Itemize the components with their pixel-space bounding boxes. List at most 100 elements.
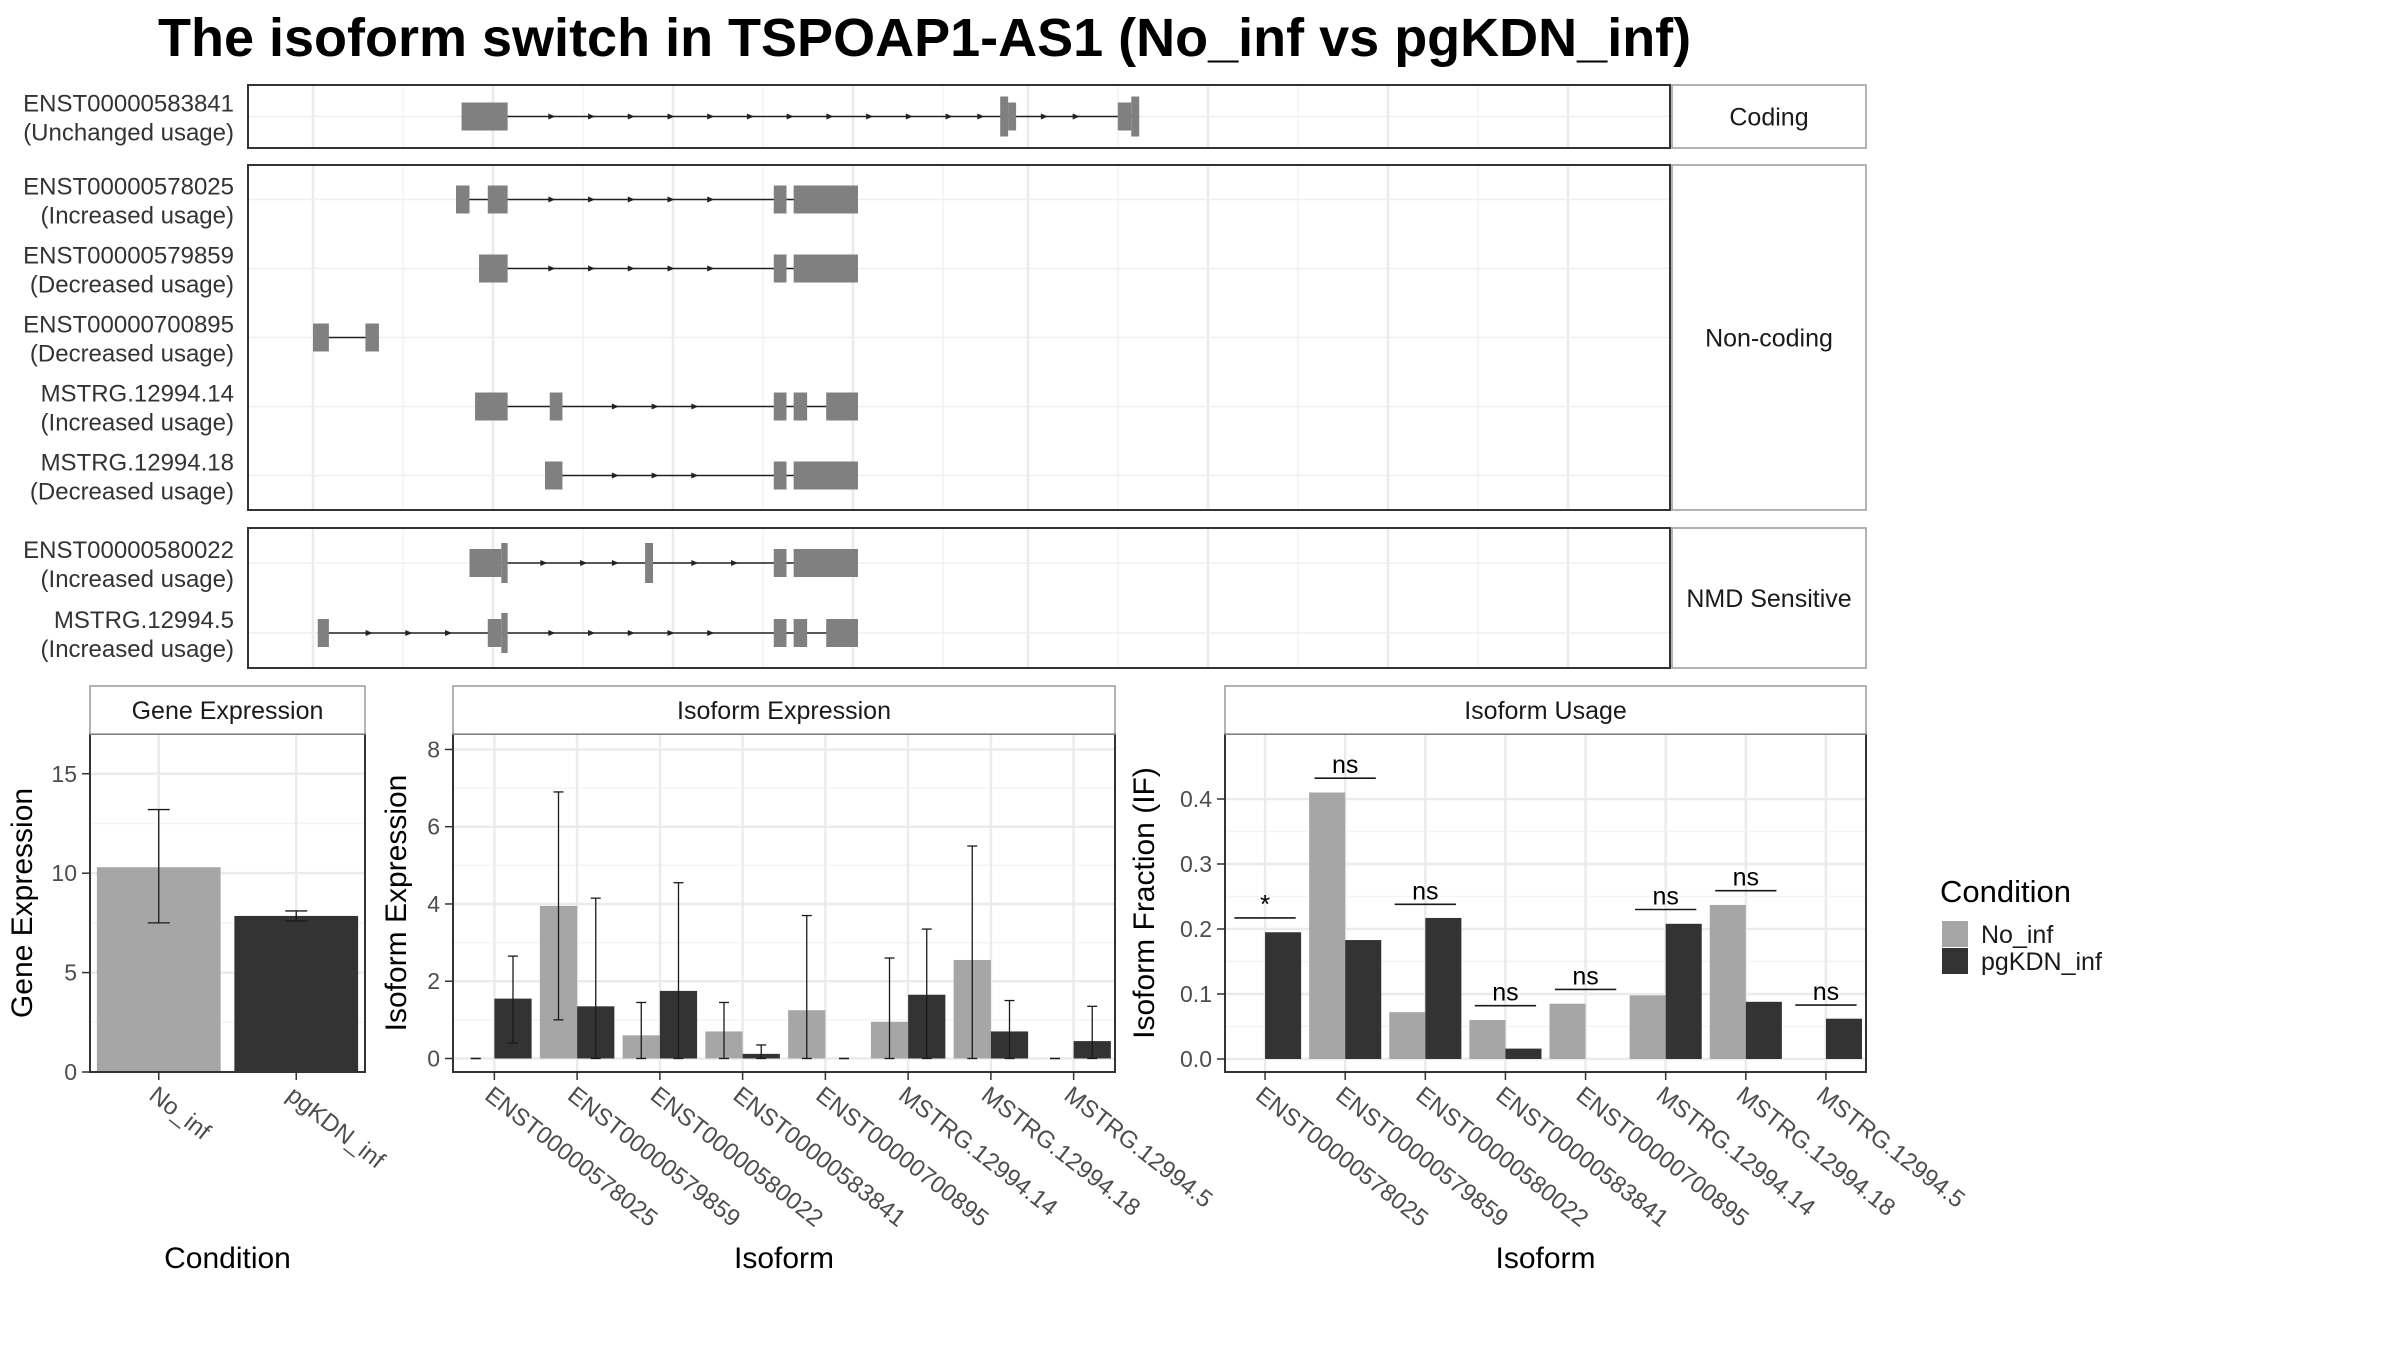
isoform-usage-label: (Increased usage) [41,203,234,230]
bar [1345,940,1382,1059]
isoform-usage-label: (Decreased usage) [30,341,234,368]
facet-strip-label: Non-coding [1705,325,1833,353]
strand-arrow [667,265,675,272]
structure-panel-bg [248,528,1670,668]
y-axis-title: Isoform Expression [380,775,413,1032]
exon-block [773,254,787,283]
strand-arrow [731,560,739,566]
exon-block [793,254,858,283]
strand-arrow [667,196,675,203]
exon-block [313,323,329,352]
y-tick-label: 2 [427,968,440,994]
legend-label: No_inf [1981,921,2053,949]
isoform-usage-label: (Increased usage) [41,566,234,593]
strand-arrow [691,403,699,410]
bar [1425,917,1462,1059]
exon-block [793,619,808,647]
y-axis-title: Gene Expression [6,788,39,1018]
strand-arrow [365,630,373,636]
x-axis-title: Isoform [1495,1242,1595,1275]
exon-block [487,185,508,214]
strand-arrow [651,472,659,479]
strand-arrow [707,265,715,272]
y-tick-label: 4 [427,891,440,917]
bar [234,915,359,1072]
exon-block [501,613,508,653]
legend-label: pgKDN_inf [1981,948,2102,976]
exon-block [773,549,787,577]
isoform-structure-panel: ENST00000583841(Unchanged usage) Coding EN… [23,84,1867,669]
exon-block [456,185,470,214]
isoform-id-label: MSTRG.12994.14 [41,381,234,408]
facet-strip [89,685,366,735]
structure-panel-border [247,527,1671,669]
facet-strip [1224,685,1867,735]
isoform-usage-label: (Increased usage) [41,636,234,663]
exon-block [365,323,379,352]
exon-block [773,392,787,421]
exon-block [793,392,808,421]
x-axis-title: Condition [164,1242,291,1275]
isoform-id-label: ENST00000580022 [23,537,234,564]
exon-block [793,461,858,490]
y-tick-label: 0.3 [1180,851,1212,877]
strand-arrow [977,113,985,120]
isoform-id-label: ENST00000700895 [23,312,234,339]
exon-block [826,619,858,647]
exon-block [317,619,329,647]
strand-arrow [1040,113,1048,120]
y-tick-label: 8 [427,736,440,762]
isoform-id-label: ENST00000578025 [23,174,234,201]
y-tick-label: 0.0 [1180,1046,1212,1072]
exon-block [1117,102,1132,131]
strand-arrow [667,630,675,636]
facet-strip-label: NMD Sensitive [1686,585,1851,613]
y-tick-label: 0.4 [1180,786,1212,812]
strand-arrow [588,196,596,203]
strand-arrow [786,113,794,120]
facet-strip [1671,84,1867,149]
exon-block [793,185,858,214]
significance-label: ns [1733,864,1759,892]
y-tick-label: 0 [427,1045,440,1071]
significance-label: * [1260,889,1270,919]
exon-block [461,102,508,131]
strand-arrow [445,630,453,636]
facet-strip [1671,164,1867,511]
exon-block [549,392,563,421]
facet-strip-label: Coding [1729,104,1808,132]
strand-arrow [611,403,619,410]
exon-block [501,543,508,583]
x-axis-title: Isoform [734,1242,834,1275]
significance-label: ns [1412,877,1438,905]
structure-panel-border [247,164,1671,511]
exon-block [793,549,858,577]
bar [1389,1012,1426,1059]
panel-title: Isoform Expression [677,697,891,725]
bar [1549,1003,1586,1059]
strand-arrow [588,113,596,120]
legend-swatch [1942,921,1968,947]
strand-arrow [627,265,635,272]
exon-block [1131,96,1140,137]
significance-label: ns [1492,979,1518,1007]
y-axis-title: Isoform Fraction (IF) [1128,767,1161,1039]
isoform-id-label: MSTRG.12994.5 [54,607,234,634]
strand-arrow [707,630,715,636]
strand-arrow [691,560,699,566]
strand-arrow [826,113,834,120]
y-tick-label: 0.1 [1180,981,1212,1007]
legend-title: Condition [1940,874,2071,909]
figure-title: The isoform switch in TSPOAP1-AS1 (No_in… [158,8,1691,68]
strand-arrow [707,113,715,120]
strand-arrow [691,472,699,479]
facet-strip [452,685,1116,735]
strand-arrow [866,113,874,120]
bar [1265,932,1302,1059]
facet-strip [1671,527,1867,669]
strand-arrow [548,113,556,120]
significance-label: ns [1652,883,1678,911]
structure-panel-border [247,84,1671,149]
